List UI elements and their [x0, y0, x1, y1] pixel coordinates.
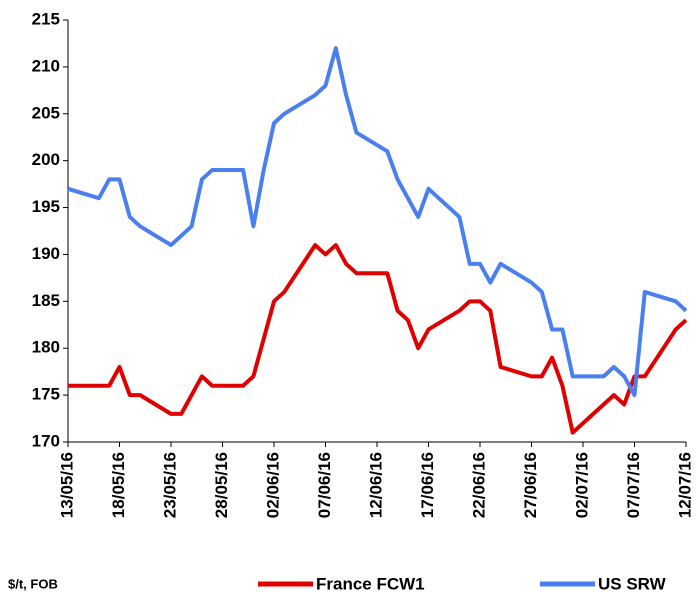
series-line	[67, 46, 688, 398]
x-tick-label: 17/06/16	[418, 452, 437, 518]
y-tick-label: 215	[32, 9, 60, 28]
y-tick-label: 180	[32, 338, 60, 357]
x-tick-label: 23/05/16	[160, 452, 179, 518]
x-tick-label: 07/07/16	[624, 452, 643, 518]
y-tick-label: 205	[32, 103, 60, 122]
x-tick-label: 28/05/16	[212, 452, 231, 518]
x-tick-label: 27/06/16	[521, 452, 540, 518]
x-tick-label: 18/05/16	[109, 452, 128, 518]
y-tick-label: 190	[32, 244, 60, 263]
x-tick-label: 12/07/16	[675, 452, 694, 518]
y-tick-label: 210	[32, 56, 60, 75]
y-tick-label: 200	[32, 150, 60, 169]
x-tick-label: 07/06/16	[315, 452, 334, 518]
y-tick-label: 185	[32, 291, 60, 310]
x-tick-label: 12/06/16	[366, 452, 385, 518]
y-tick-label: 195	[32, 197, 60, 216]
x-tick-label: 13/05/16	[57, 452, 76, 518]
legend-label: US SRW	[598, 574, 667, 593]
unit-note: $/t, FOB	[8, 576, 58, 591]
legend-label: France FCW1	[316, 574, 425, 593]
x-tick-label: 22/06/16	[469, 452, 488, 518]
y-tick-label: 170	[32, 431, 60, 450]
series-line	[68, 243, 688, 435]
x-tick-label: 02/06/16	[263, 452, 282, 518]
y-tick-label: 175	[32, 385, 60, 404]
x-tick-label: 02/07/16	[572, 452, 591, 518]
